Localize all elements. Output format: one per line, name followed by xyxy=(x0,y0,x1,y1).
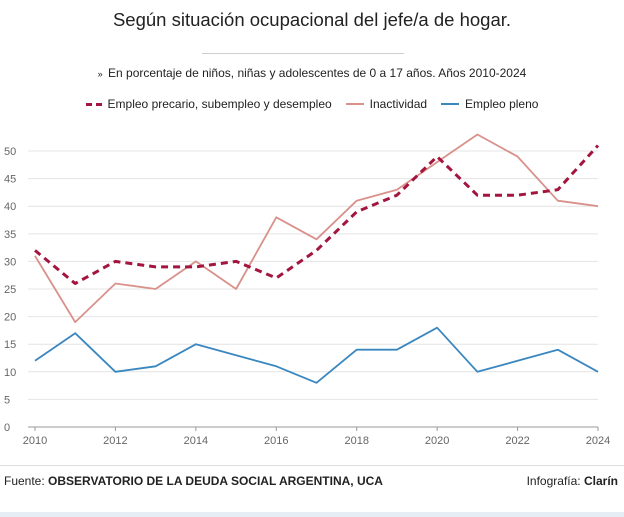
line-chart: 0 5 10 15 20 25 30 35 40 45 50 2010 2012 2014 2016 2018… xyxy=(4,133,610,447)
x-tick-label-2024: 2024 xyxy=(586,435,610,447)
x-tick-label-2018: 2018 xyxy=(344,435,368,447)
legend-swatch-pleno xyxy=(441,103,460,105)
legend-item-precario: Empleo precario, subempleo y desempleo xyxy=(85,97,332,111)
y-tick-label-40: 40 xyxy=(4,201,16,213)
x-tick-label-2010: 2010 xyxy=(23,435,47,447)
x-tick-label-2012: 2012 xyxy=(103,435,127,447)
x-tick-label-2014: 2014 xyxy=(184,435,208,447)
y-tick-label-35: 35 xyxy=(4,229,16,241)
legend-label-precario: Empleo precario, subempleo y desempleo xyxy=(107,97,332,111)
y-tick-label-0: 0 xyxy=(4,422,10,434)
source-value: OBSERVATORIO DE LA DEUDA SOCIAL ARGENTIN… xyxy=(48,474,383,488)
source-label: Fuente: xyxy=(4,474,45,488)
credit-value: Clarín xyxy=(583,474,618,488)
bottom-bar xyxy=(0,512,624,517)
footer-divider xyxy=(0,465,624,466)
y-tick-label-15: 15 xyxy=(4,339,16,351)
title-divider xyxy=(202,53,404,54)
y-tick-label-5: 5 xyxy=(4,394,10,406)
legend-label-inactividad: Inactividad xyxy=(369,97,428,111)
y-tick-label-30: 30 xyxy=(4,256,16,268)
y-tick-label-45: 45 xyxy=(4,174,16,186)
subtitle-text: En porcentaje de niños, niñas y adolesce… xyxy=(108,66,527,80)
footer-source: Fuente: OBSERVATORIO DE LA DEUDA SOCIAL … xyxy=(4,474,383,488)
x-tick-label-2022: 2022 xyxy=(505,435,529,447)
chart-subtitle: » En porcentaje de niños, niñas y adoles… xyxy=(0,66,624,80)
legend-item-pleno: Empleo pleno xyxy=(441,97,538,111)
subtitle-marker: » xyxy=(97,69,103,79)
y-tick-label-50: 50 xyxy=(4,146,16,158)
footer-credit: Infografía: Clarín xyxy=(527,474,618,488)
series-line-precario xyxy=(34,144,600,285)
chart-legend: Empleo precario, subempleo y desempleo I… xyxy=(0,97,624,111)
legend-swatch-precario xyxy=(85,102,102,106)
series-line-pleno xyxy=(34,326,599,384)
credit-label: Infografía: xyxy=(526,474,581,488)
legend-label-pleno: Empleo pleno xyxy=(465,97,539,111)
y-tick-label-20: 20 xyxy=(4,312,16,324)
legend-item-inactividad: Inactividad xyxy=(345,97,428,111)
y-tick-label-10: 10 xyxy=(4,367,16,379)
legend-swatch-inactividad xyxy=(345,103,364,105)
x-tick-label-2016: 2016 xyxy=(264,435,288,447)
y-tick-label-25: 25 xyxy=(4,284,16,296)
series-line-inactividad xyxy=(34,133,599,324)
x-tick-label-2020: 2020 xyxy=(425,435,449,447)
chart-title: Según situación ocupacional del jefe/a d… xyxy=(112,9,512,30)
